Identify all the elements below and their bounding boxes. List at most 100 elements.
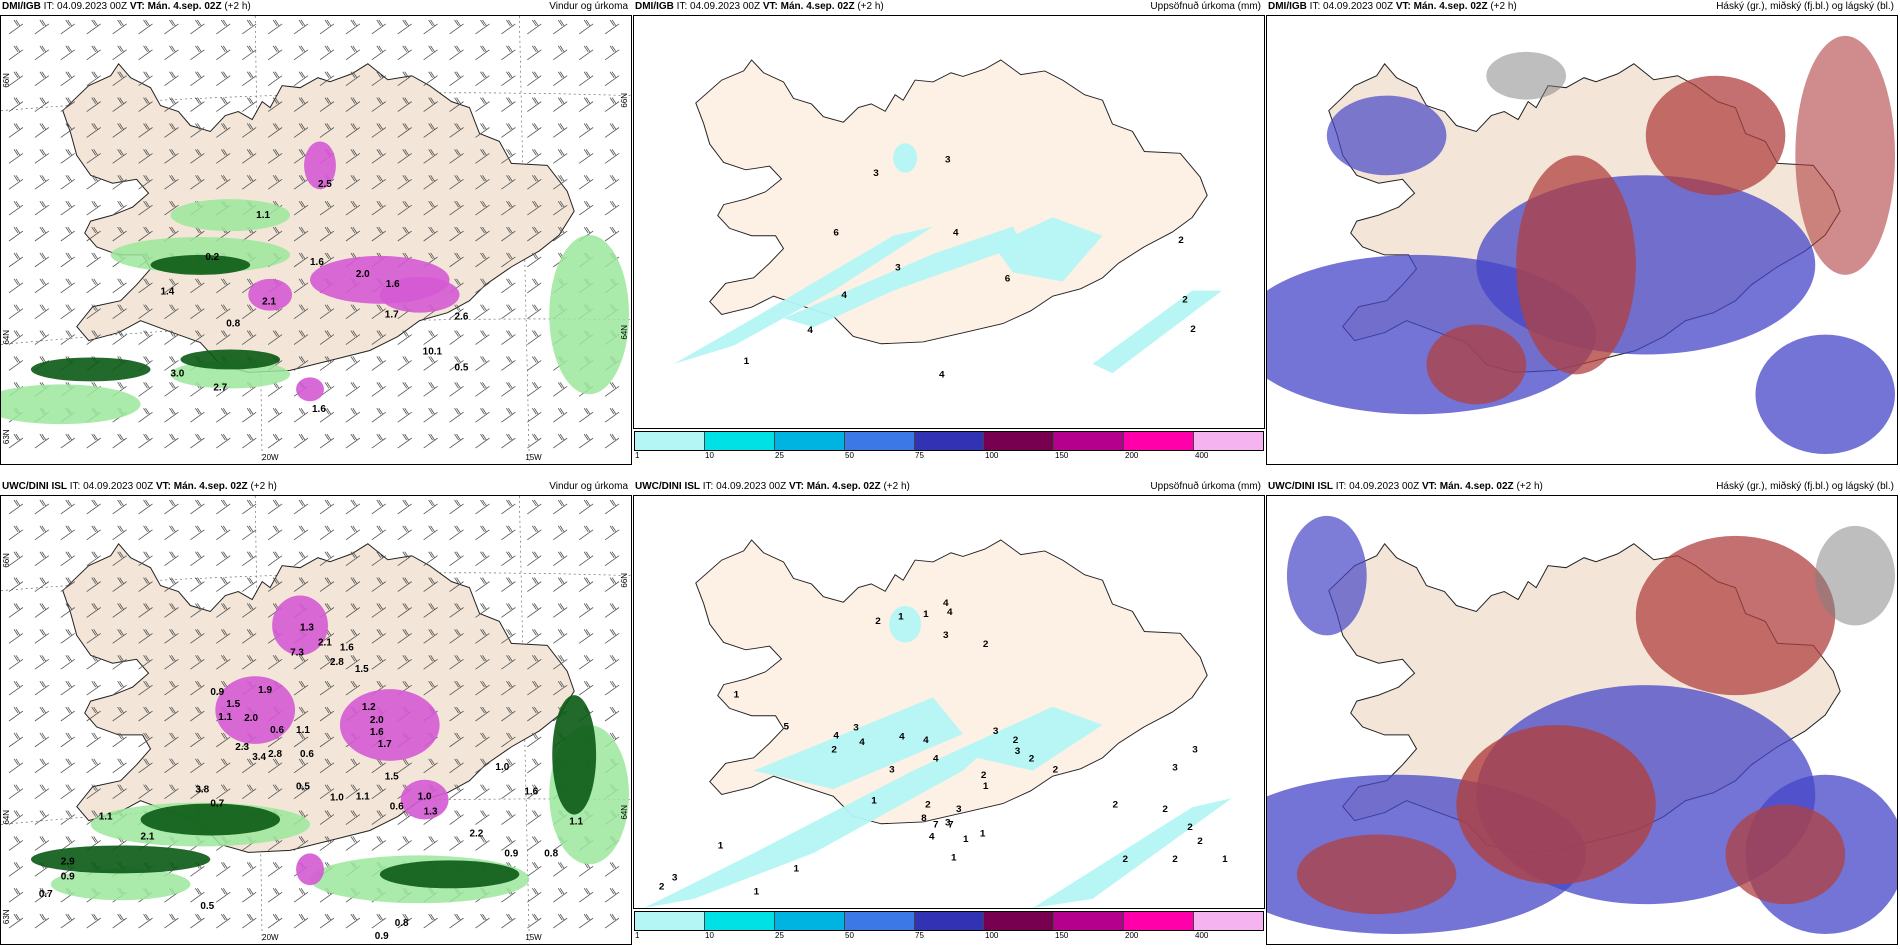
accum-precip-area	[783, 226, 1023, 328]
wind-barb	[449, 45, 464, 61]
wind-barb	[190, 149, 205, 164]
wind-barb	[190, 330, 205, 345]
wind-barb	[475, 408, 490, 423]
value-label: 0.6	[270, 725, 284, 736]
wind-barb	[190, 706, 205, 722]
colorbar-tick-label: 200	[1125, 451, 1139, 460]
panel-title: Vindur og úrkoma	[549, 1, 628, 12]
value-label: 3	[889, 765, 895, 776]
wind-barb	[604, 71, 620, 87]
value-label: 0.9	[210, 687, 224, 698]
wind-barb	[138, 499, 153, 515]
wind-barb	[345, 97, 361, 112]
colorbar-swatch	[774, 912, 845, 930]
value-label: 1	[923, 609, 929, 620]
wind-barb	[345, 330, 361, 345]
wind-barb	[449, 706, 464, 722]
wind-barb	[449, 551, 464, 567]
colorbar-swatch	[984, 432, 1055, 450]
wind-barb	[216, 123, 231, 138]
wind-barb	[267, 577, 283, 592]
wind-barb	[345, 19, 361, 35]
wind-barb	[319, 499, 335, 515]
wind-barb	[190, 655, 205, 670]
wind-barb	[138, 433, 153, 449]
wind-barb	[604, 19, 620, 35]
value-label: 1.9	[258, 685, 272, 696]
wind-barb	[34, 433, 50, 449]
wind-barb	[423, 577, 438, 592]
colorbar-tick-label: 75	[915, 451, 924, 460]
colorbar-swatch	[635, 432, 705, 450]
wind-barb	[423, 551, 438, 567]
wind-barb	[293, 252, 309, 268]
wind-barb	[501, 680, 516, 696]
wind-barb	[345, 836, 361, 851]
wind-barb	[449, 603, 464, 618]
wind-barb	[553, 862, 568, 877]
wind-barb	[397, 551, 412, 567]
wind-barb	[190, 304, 205, 319]
wind-barb	[423, 71, 438, 87]
init-time: 04.09.2023 00Z	[1349, 481, 1420, 492]
value-label: 3	[993, 726, 999, 737]
wind-barb	[345, 408, 361, 423]
wind-barb	[423, 19, 438, 35]
wind-barb	[164, 758, 179, 774]
wind-barb	[475, 433, 490, 449]
wind-barb	[553, 913, 568, 929]
value-label: 4	[833, 731, 839, 742]
colorbar-tick-label: 400	[1195, 451, 1209, 460]
wind-barb	[267, 226, 283, 242]
wind-barb	[345, 577, 361, 592]
wind-barb	[112, 732, 127, 748]
wind-barb	[34, 123, 50, 138]
value-label: 10.1	[423, 346, 443, 357]
wind-barb	[501, 784, 516, 799]
wind-barb	[190, 603, 205, 618]
wind-barb	[242, 577, 257, 592]
map-canvas: 3 3 6 4 3 6 4 1 2 2 2 4 4	[673, 59, 1223, 381]
value-label: 1.6	[370, 727, 384, 738]
wind-barb	[216, 45, 231, 61]
wind-barb	[345, 603, 361, 618]
wind-barb	[604, 655, 620, 670]
value-label: 2.9	[61, 856, 75, 867]
accum-precip-area	[952, 706, 1103, 771]
wind-barb	[604, 149, 620, 164]
precip-area	[379, 860, 520, 889]
wind-barb	[578, 525, 594, 541]
wind-barb	[60, 149, 75, 164]
map-canvas: 1.3 2.1 1.6 2.8 1.5 7.3 0.9 1.9 1.5 2.0 0.6 1.1 1.2 2…	[1, 496, 631, 944]
wind-barb	[475, 784, 490, 799]
colorbar-tick-label: 10	[705, 451, 714, 460]
wind-barb	[164, 175, 179, 190]
wind-barb	[319, 551, 335, 567]
wind-barb	[501, 149, 516, 164]
wind-barb	[293, 758, 309, 774]
wind-barb	[34, 97, 50, 112]
wind-barb	[423, 45, 438, 61]
map-canvas: 0.2 2.5 1.1 1.6 2.0 1.6 1.7 2.6 0.8 2.1 10.1 0.5 3.0…	[1, 16, 631, 464]
colorbar-tick-label: 10	[705, 931, 714, 940]
vt-label: VT:	[155, 481, 171, 492]
wind-barb	[319, 655, 335, 670]
wind-barb	[112, 45, 127, 61]
lead-time: (+2 h)	[224, 1, 251, 12]
wind-barb	[319, 252, 335, 268]
wind-barb	[475, 810, 490, 825]
wind-barb	[345, 226, 361, 242]
wind-barb	[475, 706, 490, 722]
wind-barb	[164, 19, 179, 35]
wind-barb	[86, 577, 101, 592]
wind-barb	[501, 19, 516, 35]
wind-barb	[449, 252, 464, 268]
wind-barb	[8, 356, 24, 371]
colorbar-tick-label: 100	[985, 931, 999, 940]
wind-barb	[60, 45, 75, 61]
wind-barb	[553, 149, 568, 164]
value-label: 4	[933, 754, 939, 765]
value-label: 4	[947, 607, 953, 618]
wind-barb	[527, 680, 542, 696]
vt-label: VT:	[1395, 1, 1411, 12]
